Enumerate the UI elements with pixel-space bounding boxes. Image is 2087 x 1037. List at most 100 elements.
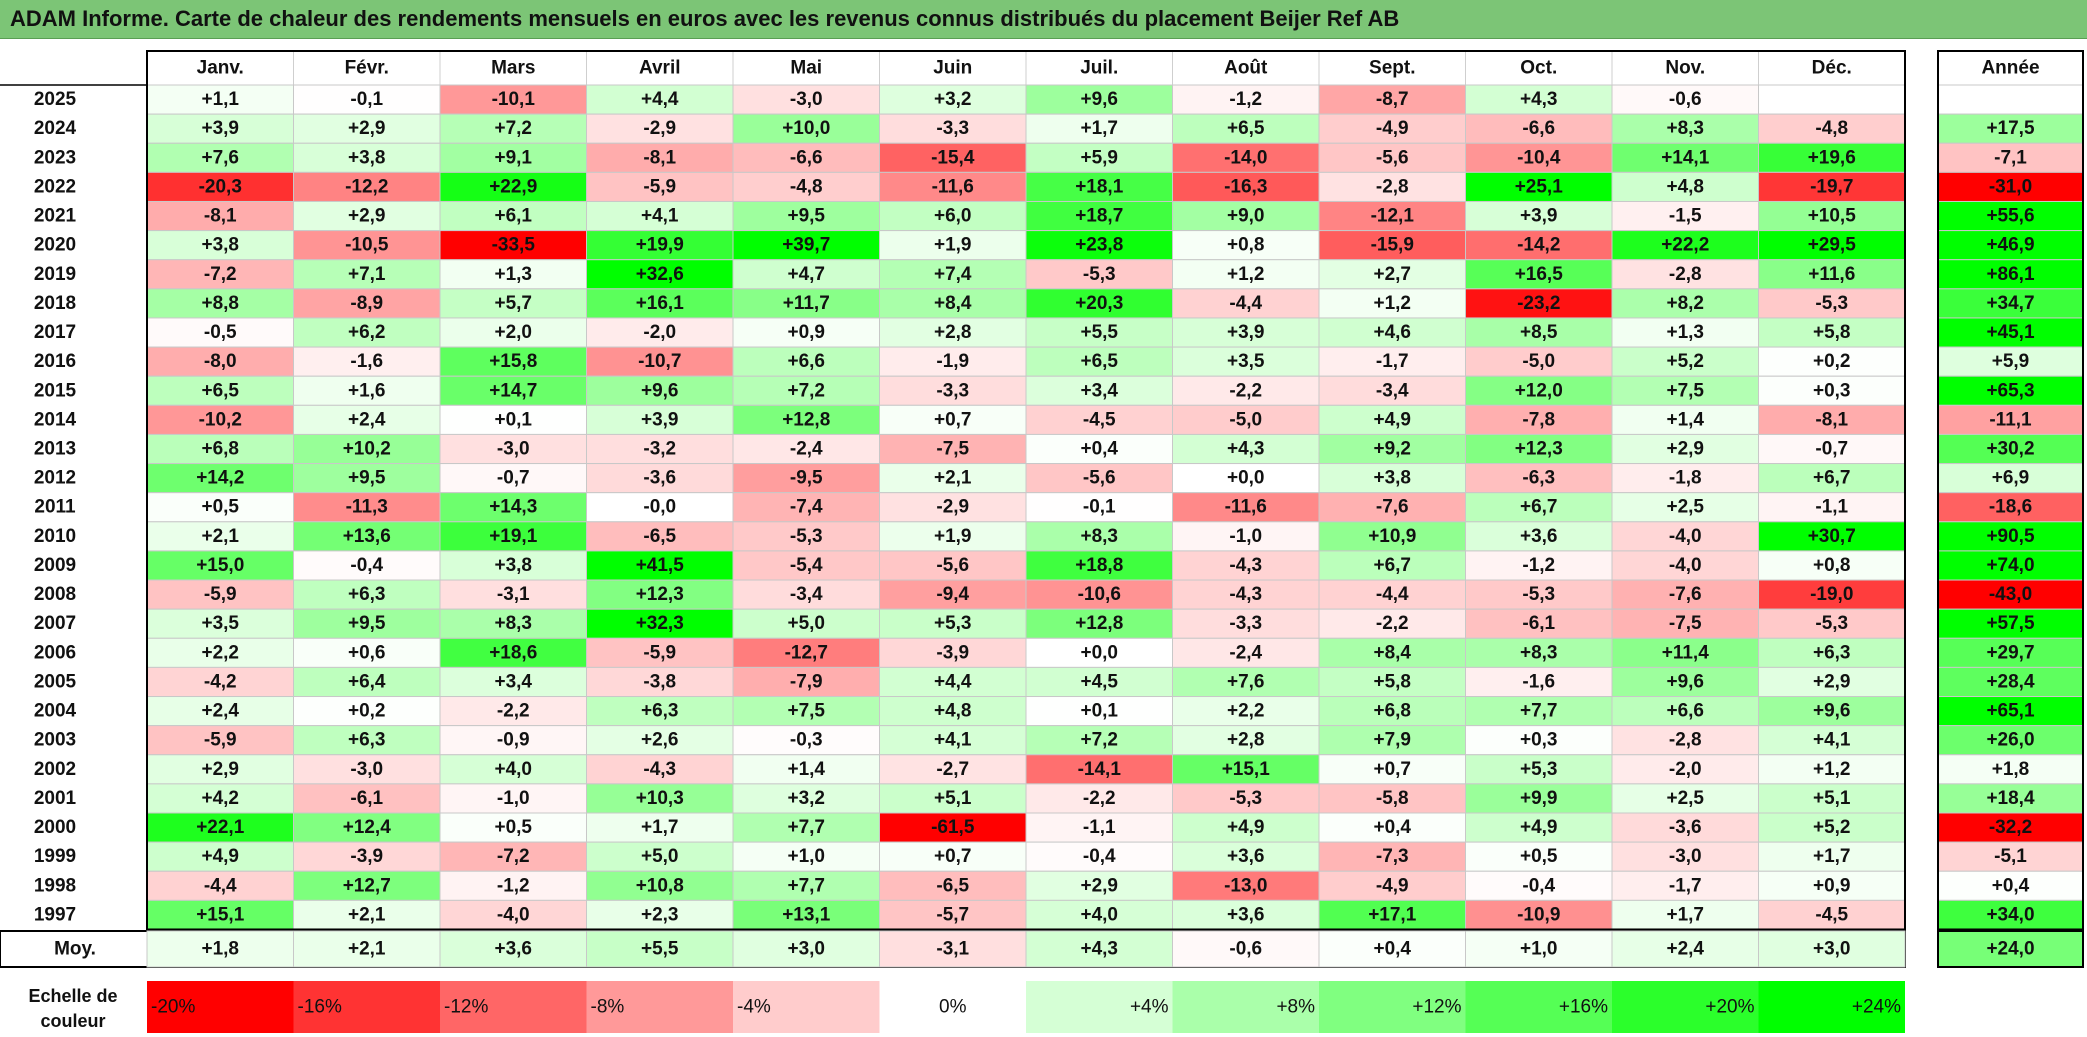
- annual-cell: [1937, 637, 2084, 668]
- heat-cell-value: -5,4: [790, 555, 823, 576]
- heat-cell-value: +7,2: [787, 380, 825, 401]
- heat-cell-value: -7,8: [1522, 409, 1555, 430]
- heat-cell-value: +7,5: [787, 701, 825, 722]
- annual-cell: [1937, 841, 2084, 872]
- heat-cell: [1025, 666, 1173, 698]
- heat-cell: [879, 433, 1027, 465]
- heat-cell-value: -2,0: [1669, 759, 1702, 780]
- heat-cell-value: +5,1: [934, 788, 972, 809]
- heat-cell-value: +2,8: [934, 322, 972, 343]
- heat-cell: [1758, 841, 1906, 872]
- heat-cell: [1611, 666, 1759, 698]
- heat-cell: [586, 200, 734, 232]
- heat-cell-value: -2,2: [1376, 613, 1409, 634]
- heat-cell-value: -14,2: [1517, 235, 1560, 256]
- heat-cell-value: -12,1: [1371, 206, 1415, 227]
- heat-cell-value: +5,7: [494, 293, 532, 314]
- heat-cell: [1025, 375, 1173, 406]
- heat-cell-value: +8,2: [1666, 293, 1704, 314]
- annual-cell-value: +57,5: [1986, 613, 2035, 634]
- avg-cell: [146, 930, 294, 968]
- annual-cell: [1937, 696, 2084, 727]
- scale-label: 0%: [939, 997, 967, 1018]
- avg-cell-value: +5,5: [641, 939, 679, 960]
- heat-cell-value: -11,3: [346, 497, 388, 518]
- heat-cell-value: +4,1: [641, 206, 679, 227]
- heat-cell-value: +41,5: [636, 555, 685, 576]
- heat-cell: [293, 725, 441, 756]
- heat-cell-value: +5,9: [1080, 147, 1118, 168]
- heat-cell: [1611, 84, 1759, 115]
- heat-cell-value: +2,4: [348, 409, 386, 430]
- heat-cell-value: +4,2: [201, 788, 239, 809]
- heat-cell: [1758, 463, 1906, 494]
- heat-cell-value: -33,5: [492, 235, 536, 256]
- heat-cell: [1318, 84, 1466, 115]
- row-year-label: 2017: [34, 322, 76, 343]
- heat-cell: [1172, 812, 1320, 843]
- heat-cell-value: +5,8: [1373, 671, 1411, 692]
- heat-cell-value: +5,2: [1813, 817, 1851, 838]
- heat-cell-value: +0,5: [1520, 846, 1558, 867]
- heat-cell: [293, 754, 441, 785]
- heat-cell-value: +13,6: [343, 526, 391, 547]
- heat-cell: [146, 84, 294, 115]
- heat-cell-value: -6,1: [350, 788, 383, 809]
- heat-cell: [1465, 550, 1613, 581]
- heat-cell-value: -4,3: [1229, 555, 1262, 576]
- annual-cell: [1937, 550, 2084, 581]
- row-year-label: 2010: [34, 526, 76, 547]
- col-header: Sept.: [1369, 58, 1415, 79]
- row-year-label: 2019: [34, 264, 76, 285]
- heat-cell-value: -2,8: [1669, 264, 1702, 285]
- heat-cell-value: +30,7: [1808, 526, 1856, 547]
- heat-cell: [1172, 230, 1320, 261]
- heat-cell-value: +14,3: [489, 497, 537, 518]
- heat-cell: [293, 637, 441, 668]
- heat-cell-value: +25,1: [1515, 176, 1564, 197]
- heat-cell-value: -7,5: [1669, 613, 1702, 634]
- heat-cell-value: +4,4: [641, 89, 679, 110]
- heat-cell: [1025, 870, 1173, 901]
- heat-cell: [1318, 696, 1466, 727]
- annual-cell-value: +65,1: [1986, 701, 2035, 722]
- heat-cell: [293, 696, 441, 727]
- avg-cell-value: +3,0: [1813, 939, 1851, 960]
- heat-cell-value: +1,7: [1080, 118, 1118, 139]
- heat-cell: [1611, 637, 1759, 668]
- heat-cell: [732, 608, 880, 639]
- heat-cell-value: -0,3: [790, 730, 823, 751]
- heat-cell-value: +6,7: [1813, 468, 1851, 489]
- heat-cell-value: +22,9: [489, 176, 537, 197]
- heat-cell-value: +2,9: [1666, 439, 1704, 460]
- heat-cell: [1758, 579, 1906, 610]
- heat-cell-value: +11,7: [783, 293, 830, 314]
- heat-cell-value: -5,9: [204, 730, 237, 751]
- heat-cell-value: +6,0: [934, 206, 972, 227]
- heat-cell: [1025, 84, 1173, 115]
- heat-cell: [439, 666, 587, 698]
- heat-cell: [1465, 870, 1613, 901]
- heat-cell-value: -10,5: [345, 235, 389, 256]
- col-header: Févr.: [345, 58, 389, 79]
- heat-cell: [146, 812, 294, 843]
- heat-cell: [1758, 870, 1906, 901]
- heat-cell: [1758, 375, 1906, 406]
- heat-cell-value: +17,1: [1368, 904, 1417, 925]
- heat-cell-value: +19,9: [636, 235, 684, 256]
- heat-cell: [293, 433, 441, 465]
- heat-cell-value: +3,5: [1227, 351, 1265, 372]
- col-header: Mars: [491, 58, 535, 79]
- heat-cell-value: -5,3: [1083, 264, 1116, 285]
- heat-cell-value: +4,8: [1666, 176, 1704, 197]
- heat-cell: [1318, 375, 1466, 406]
- annual-cell: [1937, 259, 2084, 290]
- annual-cell-value: +0,4: [1992, 875, 2030, 896]
- heat-cell: [1758, 608, 1906, 639]
- heat-cell-value: -0,1: [350, 89, 383, 110]
- heat-cell: [439, 637, 587, 668]
- heat-cell-value: -13,0: [1224, 875, 1267, 896]
- heat-cell-value: +6,8: [1373, 701, 1411, 722]
- col-header: Déc.: [1812, 58, 1852, 79]
- heat-cell: [1318, 259, 1466, 290]
